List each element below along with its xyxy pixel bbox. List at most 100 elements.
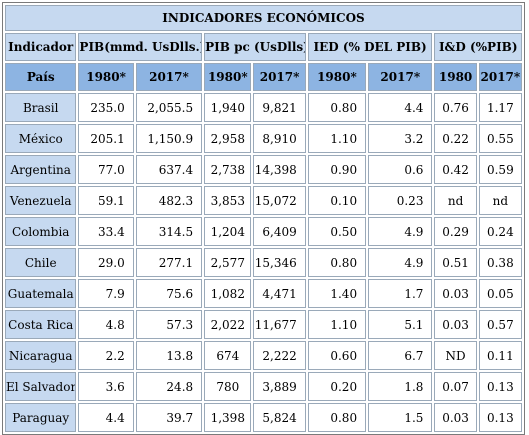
- pibpc-1980-cell: 2,022: [204, 310, 252, 339]
- pibpc-1980-cell: 3,853: [204, 186, 252, 215]
- ied-1980-cell: 1.10: [307, 310, 367, 339]
- pib-2017-cell: 637.4: [135, 155, 203, 184]
- subheader-ied-1980: 1980*: [307, 63, 367, 91]
- id-2017-cell: 0.38: [478, 248, 522, 277]
- pibpc-1980-cell: 2,577: [204, 248, 252, 277]
- ied-2017-cell: 4.4: [368, 93, 433, 122]
- pib-2017-cell: 24.8: [135, 372, 203, 401]
- subheader-pais: País: [5, 63, 77, 91]
- ied-2017-cell: 5.1: [368, 310, 433, 339]
- pib-1980-cell: 33.4: [78, 217, 134, 246]
- subheader-ied-2017: 2017*: [368, 63, 433, 91]
- id-2017-cell: 0.05: [478, 279, 522, 308]
- pibpc-2017-cell: 6,409: [253, 217, 306, 246]
- pibpc-1980-cell: 1,940: [204, 93, 252, 122]
- pibpc-1980-cell: 674: [204, 341, 252, 370]
- ied-1980-cell: 1.40: [307, 279, 367, 308]
- pibpc-2017-cell: 8,910: [253, 124, 306, 153]
- pib-2017-cell: 314.5: [135, 217, 203, 246]
- header-pib: PIB(mmd. UsDlls.): [78, 33, 203, 61]
- pib-1980-cell: 4.8: [78, 310, 134, 339]
- ied-1980-cell: 0.10: [307, 186, 367, 215]
- ied-1980-cell: 0.50: [307, 217, 367, 246]
- table-title: INDICADORES ECONÓMICOS: [5, 5, 522, 31]
- country-cell: Chile: [5, 248, 77, 277]
- pib-2017-cell: 13.8: [135, 341, 203, 370]
- id-2017-cell: 1.17: [478, 93, 522, 122]
- country-cell: Argentina: [5, 155, 77, 184]
- id-1980-cell: 0.07: [434, 372, 477, 401]
- subheader-pibpc-1980: 1980*: [204, 63, 252, 91]
- ied-1980-cell: 0.90: [307, 155, 367, 184]
- pib-2017-cell: 1,150.9: [135, 124, 203, 153]
- id-1980-cell: 0.76: [434, 93, 477, 122]
- id-1980-cell: 0.22: [434, 124, 477, 153]
- subheader-pib-1980: 1980*: [78, 63, 134, 91]
- id-1980-cell: 0.29: [434, 217, 477, 246]
- pib-2017-cell: 277.1: [135, 248, 203, 277]
- country-cell: Guatemala: [5, 279, 77, 308]
- country-cell: Nicaragua: [5, 341, 77, 370]
- id-1980-cell: ND: [434, 341, 477, 370]
- table-row: México 205.1 1,150.9 2,958 8,910 1.10 3.…: [5, 124, 522, 153]
- pibpc-2017-cell: 3,889: [253, 372, 306, 401]
- header-ied: IED (% DEL PIB): [307, 33, 433, 61]
- pib-2017-cell: 57.3: [135, 310, 203, 339]
- table-row: Guatemala 7.9 75.6 1,082 4,471 1.40 1.7 …: [5, 279, 522, 308]
- ied-2017-cell: 1.8: [368, 372, 433, 401]
- ied-1980-cell: 0.80: [307, 248, 367, 277]
- table-row: Nicaragua 2.2 13.8 674 2,222 0.60 6.7 ND…: [5, 341, 522, 370]
- id-1980-cell: 0.42: [434, 155, 477, 184]
- pibpc-1980-cell: 2,738: [204, 155, 252, 184]
- subheader-id-2017: 2017*: [478, 63, 522, 91]
- pib-1980-cell: 29.0: [78, 248, 134, 277]
- id-2017-cell: 0.59: [478, 155, 522, 184]
- id-2017-cell: 0.13: [478, 372, 522, 401]
- pibpc-2017-cell: 2,222: [253, 341, 306, 370]
- id-1980-cell: nd: [434, 186, 477, 215]
- table-row: Costa Rica 4.8 57.3 2,022 11,677 1.10 5.…: [5, 310, 522, 339]
- id-2017-cell: 0.24: [478, 217, 522, 246]
- pib-1980-cell: 2.2: [78, 341, 134, 370]
- pibpc-2017-cell: 4,471: [253, 279, 306, 308]
- table-row: Chile 29.0 277.1 2,577 15,346 0.80 4.9 0…: [5, 248, 522, 277]
- header-indicador: Indicador: [5, 33, 77, 61]
- country-cell: México: [5, 124, 77, 153]
- ied-2017-cell: 6.7: [368, 341, 433, 370]
- pibpc-1980-cell: 2,958: [204, 124, 252, 153]
- id-1980-cell: 0.03: [434, 279, 477, 308]
- country-cell: Brasil: [5, 93, 77, 122]
- country-cell: Venezuela: [5, 186, 77, 215]
- pibpc-2017-cell: 14,398: [253, 155, 306, 184]
- pib-2017-cell: 75.6: [135, 279, 203, 308]
- country-cell: El Salvador: [5, 372, 77, 401]
- id-2017-cell: 0.57: [478, 310, 522, 339]
- pibpc-1980-cell: 1,082: [204, 279, 252, 308]
- table-row: Colombia 33.4 314.5 1,204 6,409 0.50 4.9…: [5, 217, 522, 246]
- header-id: I&D (%PIB): [434, 33, 522, 61]
- ied-1980-cell: 1.10: [307, 124, 367, 153]
- pib-1980-cell: 235.0: [78, 93, 134, 122]
- subheader-id-1980: 1980: [434, 63, 477, 91]
- pibpc-2017-cell: 11,677: [253, 310, 306, 339]
- subheader-pib-2017: 2017*: [135, 63, 203, 91]
- pibpc-2017-cell: 15,346: [253, 248, 306, 277]
- ied-1980-cell: 0.80: [307, 93, 367, 122]
- table-row: Argentina 77.0 637.4 2,738 14,398 0.90 0…: [5, 155, 522, 184]
- id-1980-cell: 0.03: [434, 310, 477, 339]
- pibpc-1980-cell: 1,204: [204, 217, 252, 246]
- pib-1980-cell: 205.1: [78, 124, 134, 153]
- table-row: Brasil 235.0 2,055.5 1,940 9,821 0.80 4.…: [5, 93, 522, 122]
- id-2017-cell: 0.11: [478, 341, 522, 370]
- subheader-pibpc-2017: 2017*: [253, 63, 306, 91]
- ied-2017-cell: 3.2: [368, 124, 433, 153]
- pib-2017-cell: 482.3: [135, 186, 203, 215]
- pib-1980-cell: 77.0: [78, 155, 134, 184]
- pib-1980-cell: 7.9: [78, 279, 134, 308]
- ied-2017-cell: 1.7: [368, 279, 433, 308]
- pib-1980-cell: 3.6: [78, 372, 134, 401]
- ied-2017-cell: 0.6: [368, 155, 433, 184]
- ied-2017-cell: 0.23: [368, 186, 433, 215]
- ied-1980-cell: 0.60: [307, 341, 367, 370]
